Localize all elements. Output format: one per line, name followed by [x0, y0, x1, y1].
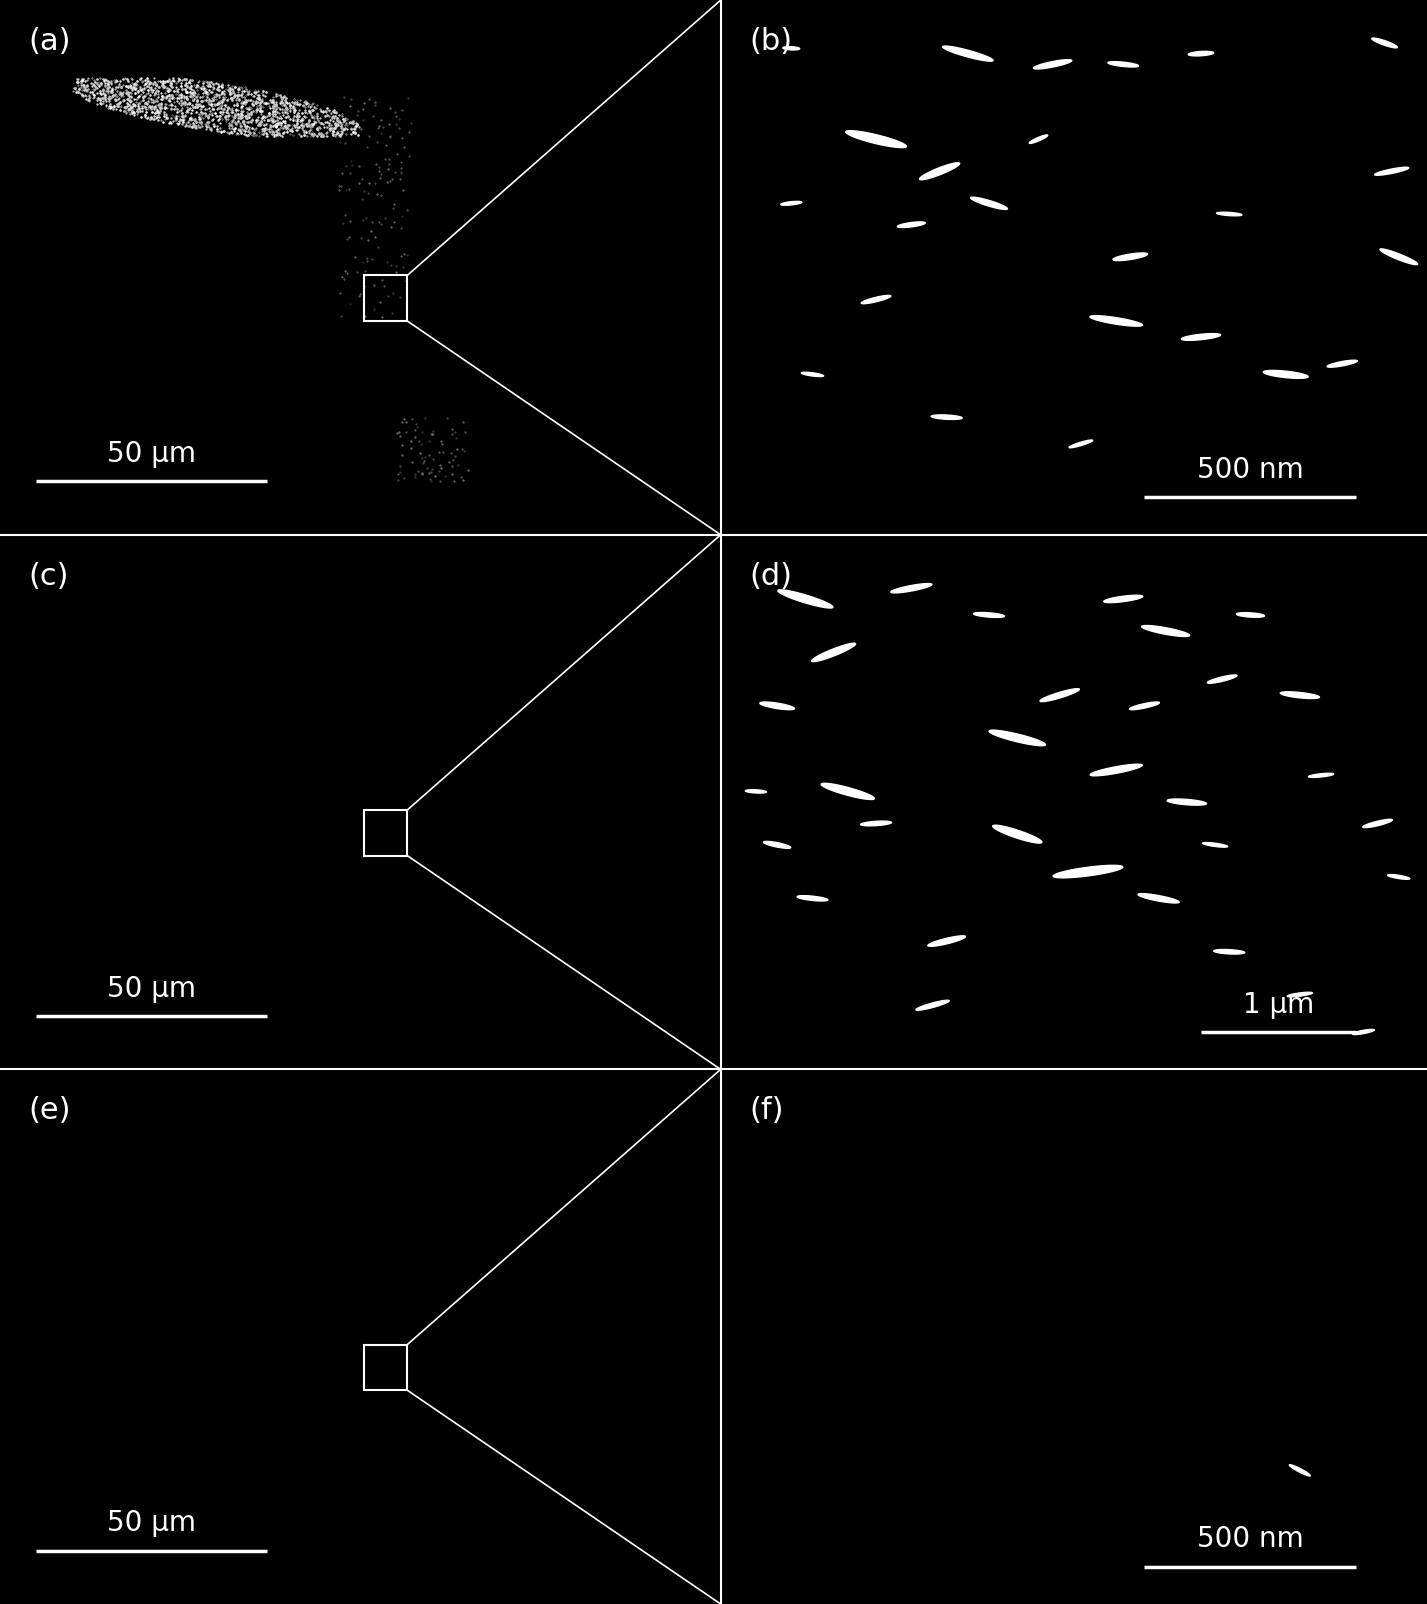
Text: (c): (c) — [29, 561, 70, 590]
Text: (e): (e) — [29, 1096, 71, 1124]
Polygon shape — [1040, 688, 1079, 701]
Polygon shape — [932, 415, 962, 419]
Polygon shape — [1363, 820, 1393, 828]
Polygon shape — [759, 703, 795, 709]
Polygon shape — [1280, 691, 1320, 698]
Polygon shape — [1380, 249, 1417, 265]
Polygon shape — [860, 821, 892, 826]
Polygon shape — [1130, 703, 1159, 709]
Polygon shape — [1167, 799, 1206, 805]
Polygon shape — [973, 613, 1005, 618]
Polygon shape — [1207, 675, 1237, 683]
Polygon shape — [993, 824, 1042, 844]
Polygon shape — [970, 197, 1007, 210]
Polygon shape — [1090, 764, 1142, 776]
Polygon shape — [1236, 613, 1264, 618]
Polygon shape — [1182, 334, 1220, 340]
Polygon shape — [916, 1001, 949, 1011]
Polygon shape — [898, 221, 925, 228]
Text: 50 μm: 50 μm — [107, 1509, 195, 1537]
Polygon shape — [778, 590, 833, 608]
Polygon shape — [781, 202, 802, 205]
Polygon shape — [928, 935, 966, 946]
Polygon shape — [1353, 1030, 1374, 1035]
Polygon shape — [1033, 59, 1072, 69]
Text: (f): (f) — [749, 1096, 783, 1124]
Polygon shape — [1189, 51, 1213, 56]
Polygon shape — [1029, 135, 1047, 143]
Polygon shape — [890, 584, 932, 593]
Text: (b): (b) — [749, 27, 792, 56]
Polygon shape — [1371, 38, 1397, 48]
Bar — [364, 1344, 407, 1391]
Polygon shape — [798, 895, 828, 901]
Polygon shape — [1327, 361, 1357, 367]
Polygon shape — [1142, 626, 1190, 637]
Text: 50 μm: 50 μm — [107, 975, 195, 1002]
Text: 1 μm: 1 μm — [1243, 991, 1314, 1019]
Polygon shape — [1290, 1464, 1310, 1476]
Polygon shape — [1069, 439, 1093, 448]
Polygon shape — [1137, 893, 1179, 903]
Polygon shape — [919, 162, 960, 180]
Polygon shape — [821, 783, 875, 799]
Polygon shape — [1103, 595, 1143, 603]
Polygon shape — [1387, 874, 1410, 879]
Polygon shape — [1053, 865, 1123, 877]
Polygon shape — [1217, 212, 1241, 217]
Text: (d): (d) — [749, 561, 792, 590]
Polygon shape — [763, 842, 791, 849]
Polygon shape — [1090, 316, 1143, 326]
Polygon shape — [862, 295, 890, 303]
Text: (a): (a) — [29, 27, 71, 56]
Polygon shape — [943, 47, 993, 61]
Polygon shape — [989, 730, 1046, 746]
Polygon shape — [1374, 167, 1408, 175]
Polygon shape — [745, 789, 766, 792]
Polygon shape — [1263, 371, 1309, 379]
Polygon shape — [1107, 61, 1139, 67]
Polygon shape — [802, 372, 823, 377]
Text: 50 μm: 50 μm — [107, 439, 195, 468]
Polygon shape — [1203, 842, 1227, 847]
Polygon shape — [1309, 773, 1334, 778]
Polygon shape — [1214, 950, 1244, 954]
Polygon shape — [846, 130, 906, 148]
Text: 500 nm: 500 nm — [1197, 1525, 1304, 1553]
Bar — [364, 276, 407, 321]
Polygon shape — [812, 643, 856, 661]
Polygon shape — [783, 47, 799, 50]
Polygon shape — [1287, 993, 1313, 996]
Polygon shape — [1113, 253, 1147, 260]
Bar — [364, 810, 407, 855]
Text: 500 nm: 500 nm — [1197, 456, 1304, 484]
